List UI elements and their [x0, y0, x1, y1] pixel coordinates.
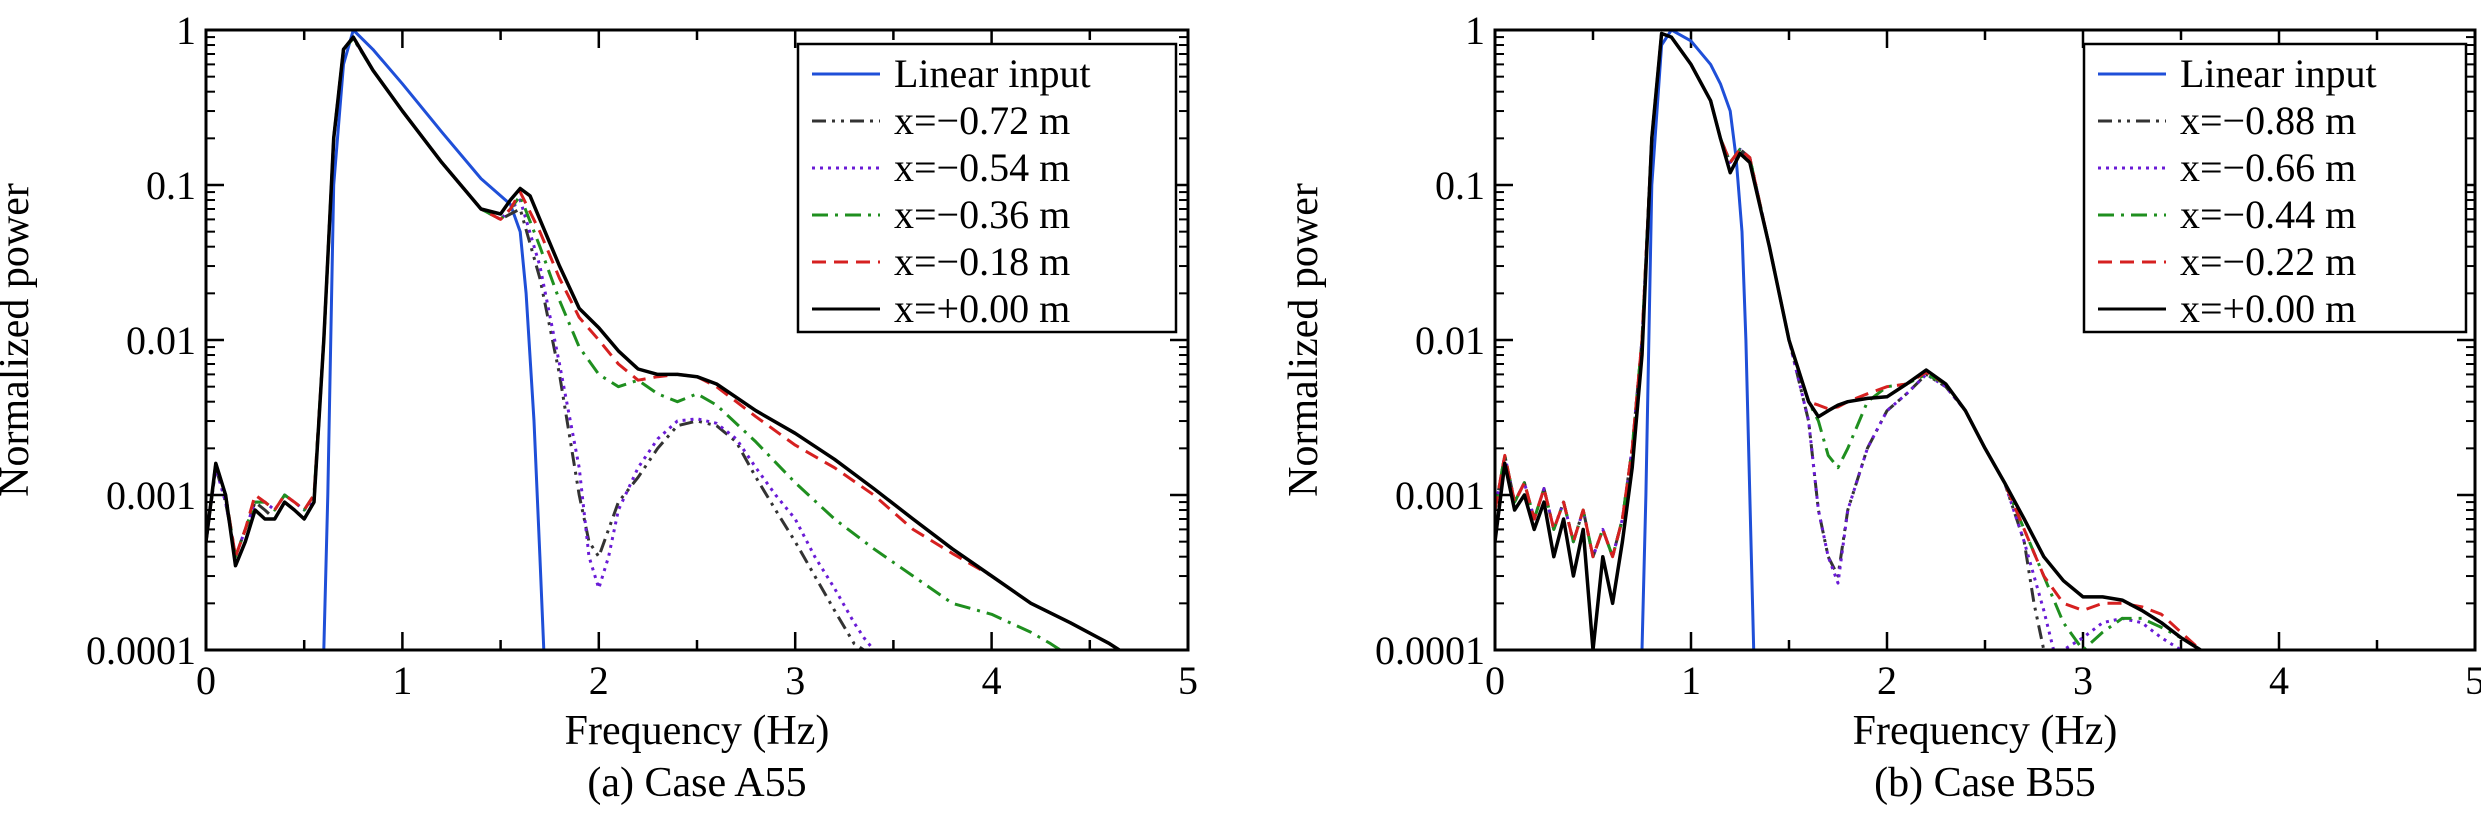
- x-tick-label: 1: [392, 658, 412, 703]
- legend-label: x=−0.22 m: [2180, 239, 2356, 284]
- figure-caption: (a) Case A55: [587, 760, 806, 806]
- y-axis-label: Normalized power: [0, 183, 38, 497]
- legend-label: x=−0.66 m: [2180, 145, 2356, 190]
- plot-frame: [1493, 28, 2477, 652]
- legend-box: [2082, 42, 2468, 334]
- x-tick-label: 2: [589, 658, 609, 703]
- legend-label: x=−0.18 m: [894, 239, 1070, 284]
- legend-label: x=−0.44 m: [2180, 192, 2356, 237]
- x-tick-label: 1: [1681, 658, 1701, 703]
- legend-label: Linear input: [2180, 51, 2377, 96]
- y-tick-label: 0.001: [1395, 473, 1485, 518]
- x-tick-label: 4: [982, 658, 1002, 703]
- legend-label: x=−0.88 m: [2180, 98, 2356, 143]
- legend-label: x=−0.36 m: [894, 192, 1070, 237]
- legend-label: x=−0.54 m: [894, 145, 1070, 190]
- series-line-1: [206, 35, 865, 650]
- series-line-0: [1640, 30, 1756, 650]
- legend-label: x=−0.72 m: [894, 98, 1070, 143]
- legend-label: x=+0.00 m: [2180, 286, 2356, 331]
- plot-frame: [204, 28, 1190, 652]
- series-group: [1495, 30, 2202, 650]
- x-tick-label: 4: [2269, 658, 2289, 703]
- series-line-0: [322, 30, 546, 650]
- series-line-4: [206, 35, 1121, 650]
- y-tick-label: 0.01: [1415, 318, 1485, 363]
- y-tick-label: 0.0001: [86, 628, 196, 673]
- x-tick-label: 3: [785, 658, 805, 703]
- x-tick-label: 2: [1877, 658, 1897, 703]
- series-line-5: [206, 35, 1121, 650]
- legend-box: [796, 42, 1178, 334]
- y-tick-label: 0.1: [146, 163, 196, 208]
- y-axis-label: Normalized power: [1281, 183, 1327, 497]
- figure-caption: (b) Case B55: [1874, 760, 2096, 806]
- y-tick-label: 0.001: [106, 473, 196, 518]
- legend-label: x=+0.00 m: [894, 286, 1070, 331]
- series-line-5: [1495, 31, 2202, 650]
- legend-label: Linear input: [894, 51, 1091, 96]
- x-tick-label: 0: [196, 658, 216, 703]
- y-tick-label: 1: [1465, 8, 1485, 53]
- x-axis-label: Frequency (Hz): [1853, 708, 2118, 754]
- y-tick-label: 0.1: [1435, 163, 1485, 208]
- x-tick-label: 5: [2465, 658, 2481, 703]
- x-tick-label: 0: [1485, 658, 1505, 703]
- x-tick-label: 5: [1178, 658, 1198, 703]
- y-tick-label: 0.01: [126, 318, 196, 363]
- y-tick-label: 0.0001: [1375, 628, 1485, 673]
- x-tick-label: 3: [2073, 658, 2093, 703]
- series-group: [206, 30, 1121, 650]
- x-axis-label: Frequency (Hz): [565, 708, 830, 754]
- y-tick-label: 1: [176, 8, 196, 53]
